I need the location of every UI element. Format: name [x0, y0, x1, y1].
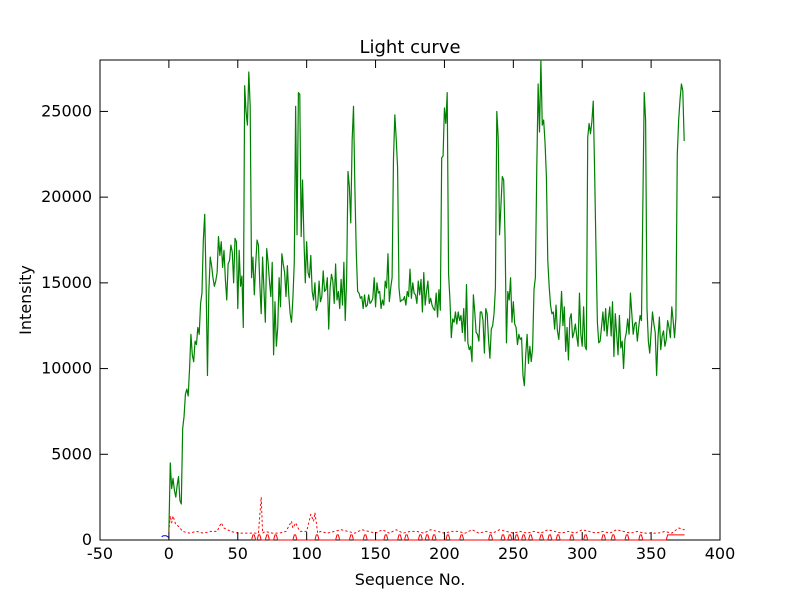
- y-tick-label: 15000: [41, 273, 92, 292]
- y-axis-title: Intensity: [16, 265, 35, 335]
- y-tick-label: 5000: [51, 444, 92, 463]
- series-layer: [161, 59, 685, 541]
- x-tick-label: 250: [498, 544, 529, 563]
- x-tick-label: 350: [636, 544, 667, 563]
- chart-title: Light curve: [359, 37, 460, 58]
- x-tick-label: 300: [567, 544, 598, 563]
- x-axis-title: Sequence No.: [355, 570, 466, 589]
- plot-frame: [99, 59, 721, 541]
- series-line-1: [168, 59, 685, 533]
- x-tick-label: 200: [429, 544, 460, 563]
- x-tick-label: 50: [228, 544, 248, 563]
- y-tick-label: 10000: [41, 359, 92, 378]
- series-line-4: [161, 535, 170, 538]
- x-tick-label: 400: [705, 544, 736, 563]
- x-tick-label: 0: [164, 544, 174, 563]
- y-axis: 0 5000 10000 15000 20000 25000: [41, 101, 720, 549]
- y-tick-label: 20000: [41, 187, 92, 206]
- x-tick-label: 100: [291, 544, 322, 563]
- x-tick-label: -50: [87, 544, 113, 563]
- x-axis: -50 0 50 100 150 200 250 300 350 400: [87, 60, 735, 563]
- y-tick-label: 0: [82, 530, 92, 549]
- x-tick-label: 150: [360, 544, 391, 563]
- series-line-3: [251, 534, 685, 541]
- y-tick-label: 25000: [41, 101, 92, 120]
- series-line-2: [168, 496, 685, 534]
